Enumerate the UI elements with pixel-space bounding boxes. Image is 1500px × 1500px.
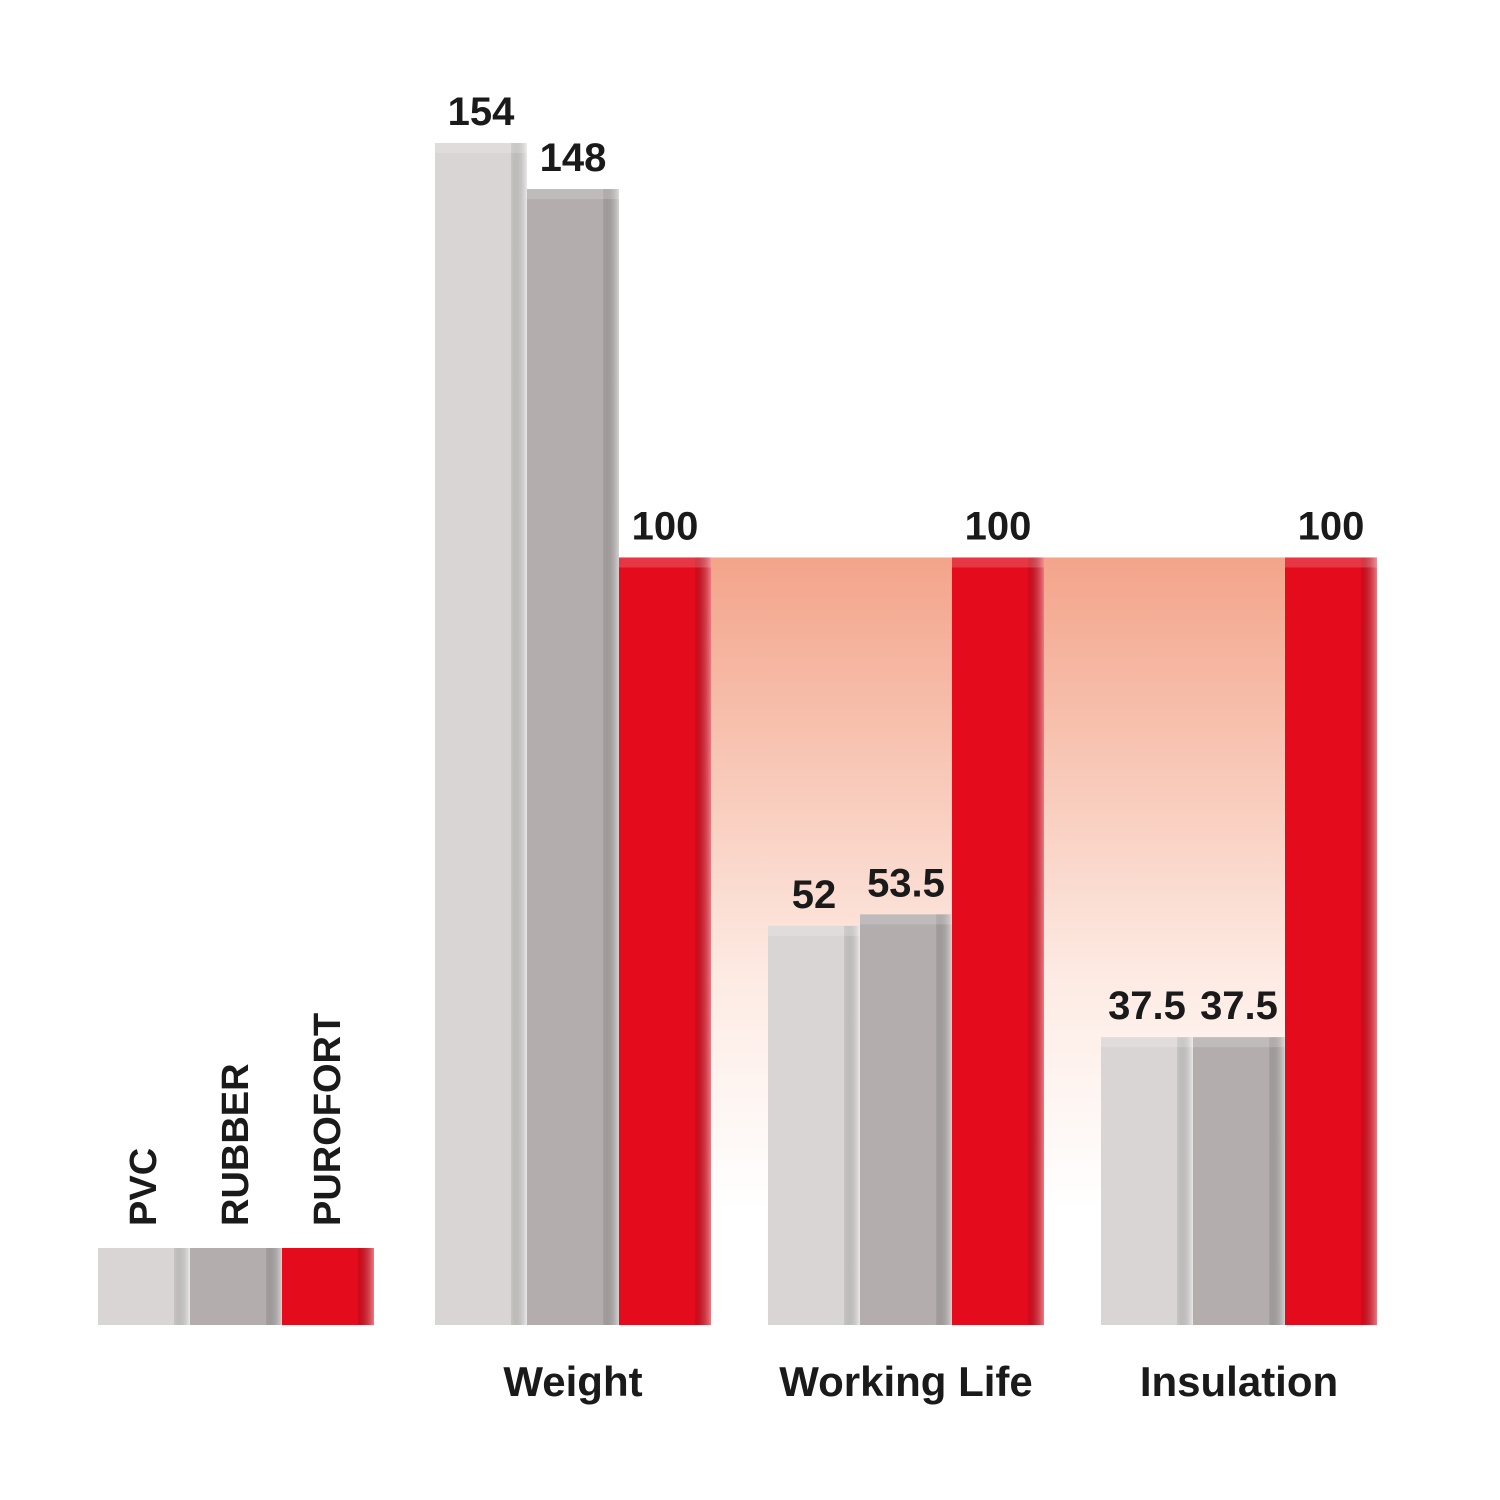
- bar-top: [1285, 557, 1377, 568]
- bar-edge: [511, 143, 527, 1325]
- bar-top: [1193, 1037, 1285, 1048]
- value-label: 53.5: [867, 861, 945, 905]
- bar-top: [768, 925, 860, 936]
- bar-top: [527, 189, 619, 200]
- bar-edge: [1269, 1037, 1285, 1325]
- x-tick-label: Insulation: [1140, 1358, 1338, 1405]
- bar-edge: [1028, 557, 1044, 1325]
- value-label: 37.5: [1200, 984, 1278, 1028]
- value-label: 100: [965, 504, 1032, 548]
- bar-top: [952, 557, 1044, 568]
- value-label: 37.5: [1108, 984, 1186, 1028]
- bar-edge: [603, 189, 619, 1325]
- bar-top: [1101, 1037, 1193, 1048]
- bar-edge: [1361, 557, 1377, 1325]
- bar-edge: [936, 914, 952, 1325]
- value-label: 100: [1298, 504, 1365, 548]
- value-label: 148: [540, 136, 607, 180]
- bar-top: [619, 557, 711, 568]
- x-tick-label: Working Life: [779, 1358, 1033, 1405]
- legend-swatch-edge: [266, 1248, 282, 1325]
- bar-top: [860, 914, 952, 925]
- bar-edge: [1177, 1037, 1193, 1325]
- x-tick-label: Weight: [503, 1358, 642, 1405]
- legend-label: RUBBER: [215, 1063, 257, 1226]
- bar-edge: [844, 925, 860, 1325]
- legend-swatch-edge: [358, 1248, 374, 1325]
- legend-label: PUROFORT: [307, 1013, 349, 1226]
- value-label: 154: [448, 90, 515, 134]
- legend-swatch-edge: [174, 1248, 190, 1325]
- value-label: 100: [632, 504, 699, 548]
- bar-top: [435, 143, 527, 153]
- bar-edge: [695, 557, 711, 1325]
- value-label: 52: [792, 873, 837, 917]
- legend-label: PVC: [123, 1148, 165, 1226]
